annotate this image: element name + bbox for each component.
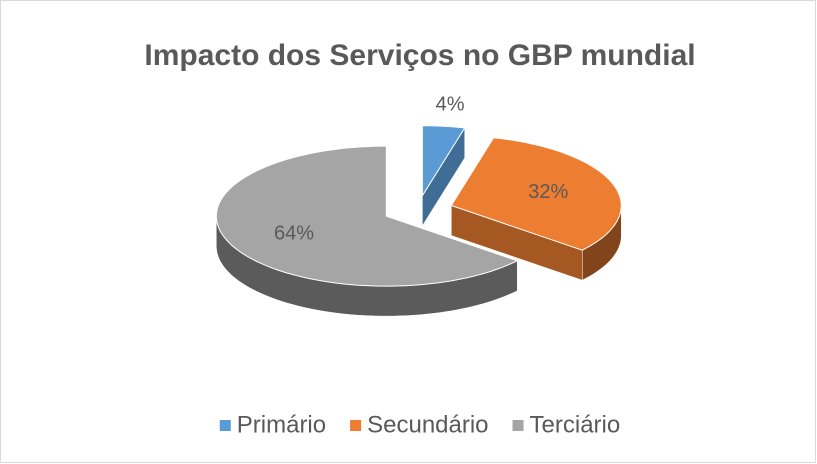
pie-slice xyxy=(421,125,466,198)
data-label: 4% xyxy=(436,94,465,116)
data-label: 64% xyxy=(274,222,314,244)
legend-swatch xyxy=(512,420,524,431)
pie-slice xyxy=(215,145,519,287)
legend-label: Primário xyxy=(237,411,326,438)
data-label: 32% xyxy=(528,181,568,203)
legend-swatch xyxy=(350,420,362,431)
legend-swatch xyxy=(219,420,231,431)
pie-slice xyxy=(450,137,622,251)
legend-label: Secundário xyxy=(367,411,488,438)
legend-label: Terciário xyxy=(530,411,621,438)
pie-tops xyxy=(215,125,622,287)
chart-title: Impacto dos Serviços no GBP mundial xyxy=(144,39,695,72)
